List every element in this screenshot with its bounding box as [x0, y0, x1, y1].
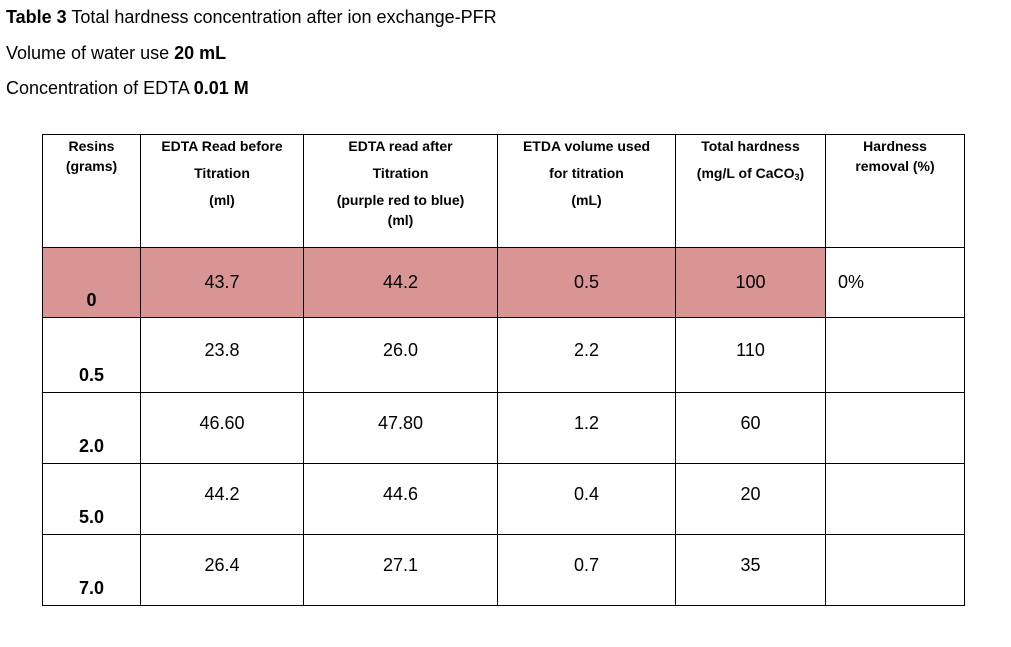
- caption-text: Total hardness concentration after ion e…: [66, 7, 497, 27]
- water-volume-label: Volume of water use: [6, 43, 175, 63]
- water-volume-value: 20 mL: [174, 43, 227, 63]
- cell-edta-before: 44.2: [140, 463, 304, 535]
- cell-total-hardness: 100: [675, 247, 826, 318]
- cell-resins: 2.0: [42, 392, 141, 464]
- table-row: 0 43.7 44.2 0.5 100 0%: [42, 247, 965, 318]
- cell-hardness-removal: [825, 534, 965, 606]
- water-volume-line: Volume of water use 20 mL: [6, 43, 226, 63]
- cell-total-hardness: 110: [675, 317, 826, 393]
- header-row: Resins (grams) EDTA Read before Titratio…: [42, 134, 965, 248]
- cell-total-hardness: 35: [675, 534, 826, 606]
- cell-resins: 5.0: [42, 463, 141, 535]
- cell-edta-before: 46.60: [140, 392, 304, 464]
- cell-edta-used: 2.2: [497, 317, 676, 393]
- cell-edta-before: 23.8: [140, 317, 304, 393]
- table-row: 5.0 44.2 44.6 0.4 20: [42, 463, 965, 535]
- table-row: 0.5 23.8 26.0 2.2 110: [42, 317, 965, 393]
- caption-label: Table 3: [6, 7, 67, 27]
- cell-hardness-removal: [825, 317, 965, 393]
- table-caption: Table 3 Total hardness concentration aft…: [6, 7, 497, 27]
- cell-edta-used: 1.2: [497, 392, 676, 464]
- cell-edta-before: 26.4: [140, 534, 304, 606]
- cell-hardness-removal: [825, 392, 965, 464]
- cell-edta-used: 0.5: [497, 247, 676, 318]
- header-edta-after: EDTA read after Titration (purple red to…: [303, 134, 498, 248]
- header-hardness-removal: Hardness removal (%): [825, 134, 965, 248]
- cell-edta-after: 44.2: [303, 247, 498, 318]
- header-total-hardness: Total hardness (mg/L of CaCO3): [675, 134, 826, 248]
- edta-concentration-label: Concentration of EDTA: [6, 78, 194, 98]
- table-row: 2.0 46.60 47.80 1.2 60: [42, 392, 965, 464]
- hardness-table: Resins (grams) EDTA Read before Titratio…: [42, 134, 965, 606]
- header-edta-used: ETDA volume used for titration (mL): [497, 134, 676, 248]
- cell-edta-after: 44.6: [303, 463, 498, 535]
- cell-edta-after: 26.0: [303, 317, 498, 393]
- cell-resins: 7.0: [42, 534, 141, 606]
- cell-resins: 0.5: [42, 317, 141, 393]
- cell-hardness-removal: 0%: [825, 247, 965, 318]
- cell-resins: 0: [42, 247, 141, 318]
- edta-concentration-line: Concentration of EDTA 0.01 M: [6, 78, 249, 98]
- edta-concentration-value: 0.01 M: [193, 78, 249, 98]
- cell-edta-after: 47.80: [303, 392, 498, 464]
- cell-hardness-removal: [825, 463, 965, 535]
- cell-total-hardness: 20: [675, 463, 826, 535]
- cell-edta-used: 0.7: [497, 534, 676, 606]
- table-row: 7.0 26.4 27.1 0.7 35: [42, 534, 965, 606]
- header-resins: Resins (grams): [42, 134, 141, 248]
- cell-edta-used: 0.4: [497, 463, 676, 535]
- cell-total-hardness: 60: [675, 392, 826, 464]
- cell-edta-after: 27.1: [303, 534, 498, 606]
- header-edta-before: EDTA Read before Titration (ml): [140, 134, 304, 248]
- cell-edta-before: 43.7: [140, 247, 304, 318]
